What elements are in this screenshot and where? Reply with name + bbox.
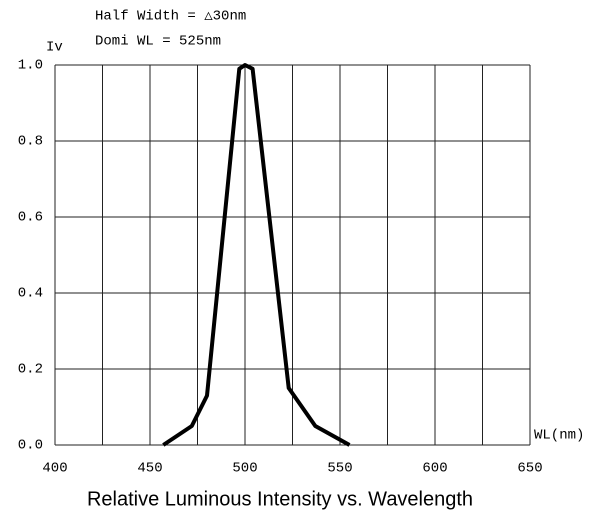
annotation: Half Width = △30nm [95, 9, 246, 25]
y-tick-label: 0.0 [18, 438, 43, 454]
chart-title: Relative Luminous Intensity vs. Waveleng… [87, 488, 473, 510]
y-tick-label: 0.8 [18, 134, 43, 150]
x-axis-label: WL(nm) [534, 428, 584, 444]
x-tick-label: 650 [517, 461, 542, 477]
y-tick-label: 0.6 [18, 210, 43, 226]
y-tick-label: 0.4 [18, 286, 43, 302]
x-tick-label: 450 [137, 461, 162, 477]
y-tick-label: 0.2 [18, 362, 43, 378]
y-axis-label: Iv [46, 40, 63, 56]
x-tick-label: 600 [422, 461, 447, 477]
x-tick-label: 500 [232, 461, 257, 477]
x-tick-label: 400 [42, 461, 67, 477]
data-line [162, 63, 351, 447]
x-tick-label: 550 [327, 461, 352, 477]
y-tick-label: 1.0 [18, 58, 43, 74]
annotation: Domi WL = 525nm [95, 34, 221, 50]
